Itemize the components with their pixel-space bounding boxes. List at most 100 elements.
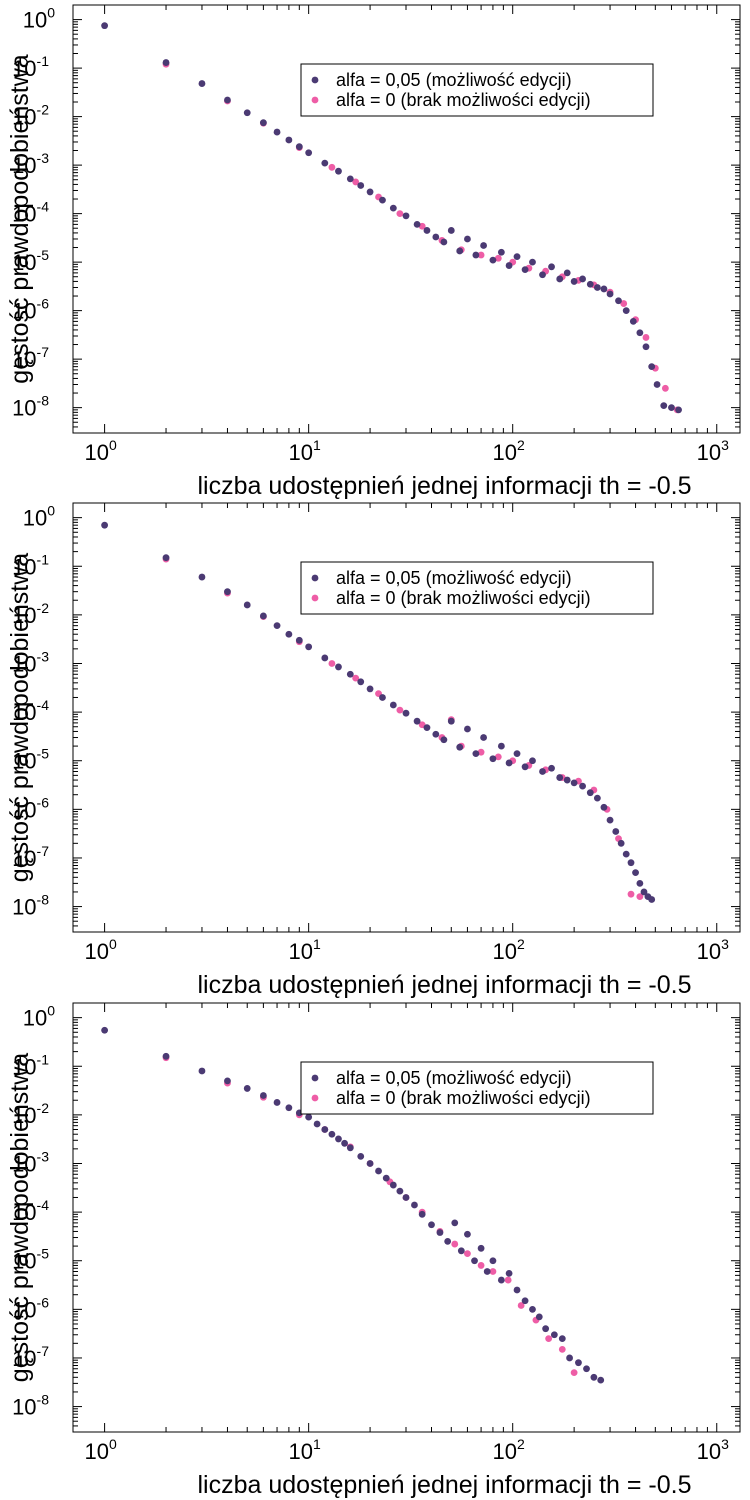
- series-b-point: [517, 1302, 525, 1309]
- legend-label: alfa = 0,05 (możliwość edycji): [336, 568, 572, 588]
- series-a-point: [423, 227, 431, 234]
- series-a-point: [379, 196, 386, 204]
- series-a-point: [556, 275, 564, 283]
- series-a-point: [432, 730, 440, 738]
- series-a-point: [597, 1376, 605, 1384]
- series-a-point: [586, 789, 594, 797]
- series-a-point: [521, 1297, 529, 1305]
- series-b-point: [352, 674, 360, 682]
- series-a-point: [483, 1268, 491, 1275]
- y-tick-label: 10-8: [12, 892, 49, 920]
- series-a-point: [539, 768, 546, 775]
- series-a-point: [295, 143, 303, 151]
- series-a-point: [629, 317, 637, 325]
- series-a-point: [489, 755, 497, 763]
- series-a-point: [612, 828, 620, 835]
- series-a-point: [436, 1229, 444, 1236]
- series-a-point: [375, 1167, 382, 1175]
- series-a-point: [622, 307, 630, 315]
- series-a-point: [328, 1130, 336, 1138]
- series-b-point: [570, 1369, 578, 1376]
- series-a-point: [444, 1237, 452, 1245]
- legend: alfa = 0,05 (możliwość edycji)alfa = 0 (…: [300, 561, 654, 615]
- series-a-point: [198, 80, 206, 87]
- x-tick-label: 100: [84, 1436, 116, 1464]
- series-a-point: [366, 188, 374, 196]
- x-tick-label: 102: [493, 936, 525, 964]
- series-a-point: [413, 717, 421, 725]
- series-a-point: [570, 779, 578, 787]
- series-b-point: [642, 334, 650, 341]
- series-a-point: [505, 262, 513, 269]
- series-a-point: [579, 275, 586, 283]
- series-a-point: [563, 269, 571, 277]
- series-b-point: [396, 210, 404, 218]
- series-a-point: [305, 643, 313, 651]
- series-b-point: [494, 254, 502, 262]
- series-a-point: [529, 1305, 536, 1313]
- series-a-point: [542, 1325, 550, 1333]
- y-tick-label: 10-3: [12, 648, 49, 676]
- series-a-point: [590, 1373, 598, 1381]
- series-a-point: [570, 278, 578, 285]
- series-a-point: [423, 724, 431, 732]
- series-a-point: [341, 1139, 348, 1147]
- series-a-point: [653, 381, 661, 388]
- series-a-point: [101, 1026, 109, 1034]
- x-axis-title: liczba udostępnień jednej informacji th …: [197, 971, 691, 999]
- series-a-point: [396, 1187, 404, 1195]
- series-a-point: [259, 1092, 267, 1099]
- series-a-point: [402, 212, 410, 220]
- series-a-point: [464, 1230, 471, 1238]
- series-a-point: [389, 701, 397, 709]
- series-a-point: [660, 402, 668, 410]
- x-tick-label: 102: [493, 437, 525, 465]
- series-a-point: [198, 1067, 206, 1075]
- y-tick-label: 10-8: [12, 393, 49, 421]
- legend-marker: [311, 96, 319, 104]
- series-a-point: [617, 839, 625, 847]
- legend: alfa = 0,05 (możliwość edycji)alfa = 0 (…: [300, 1061, 654, 1115]
- series-a-point: [382, 1174, 390, 1182]
- series-a-point: [558, 1335, 566, 1343]
- series-a-point: [101, 521, 109, 529]
- series-a-point: [259, 612, 267, 620]
- legend-marker: [311, 76, 319, 84]
- legend-marker: [311, 594, 319, 602]
- series-a-point: [593, 794, 601, 802]
- y-axis-title: gęstość prawdopodobieństwa: [6, 54, 34, 383]
- series-a-point: [529, 258, 536, 266]
- series-b-point: [489, 1268, 497, 1275]
- series-a-point: [521, 763, 529, 771]
- x-tick-label: 103: [697, 936, 729, 964]
- series-a-point: [548, 263, 555, 271]
- series-a-point: [402, 709, 410, 717]
- series-a-point: [411, 1201, 418, 1209]
- series-a-point: [346, 175, 354, 183]
- series-b-point: [627, 890, 635, 898]
- series-a-point: [566, 1354, 573, 1362]
- series-a-point: [480, 242, 487, 249]
- series-a-point: [600, 285, 608, 293]
- legend-label: alfa = 0,05 (możliwość edycji): [336, 1068, 572, 1088]
- chart-panel-3: 100 101 102 10310010-110-210-310-410-510-61…: [6, 1002, 741, 1499]
- series-a-point: [632, 869, 639, 876]
- series-b-point: [477, 748, 485, 756]
- series-a-point: [346, 1144, 354, 1152]
- series-a-point: [472, 750, 480, 758]
- series-b-point: [451, 1240, 459, 1248]
- series-a-point: [548, 764, 555, 772]
- series-a-point: [335, 663, 342, 671]
- series-a-point: [432, 233, 440, 241]
- series-a-point: [539, 271, 546, 279]
- series-b-point: [545, 1335, 553, 1343]
- series-a-point: [243, 601, 251, 609]
- series-a-point: [285, 1104, 293, 1112]
- series-a-point: [224, 1077, 231, 1085]
- series-b-point: [661, 384, 669, 392]
- series-a-point: [480, 734, 487, 741]
- series-a-point: [464, 725, 471, 733]
- series-a-point: [321, 159, 329, 167]
- series-b-point: [396, 706, 404, 714]
